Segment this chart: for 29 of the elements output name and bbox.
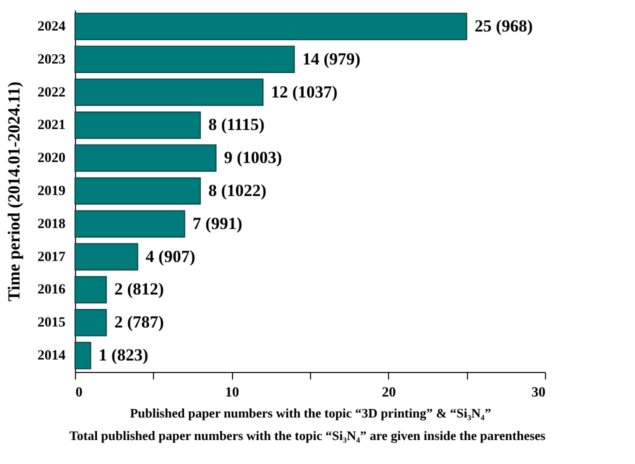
y-tick-label: 2023 xyxy=(38,52,66,68)
data-label: 4 (907) xyxy=(146,246,196,266)
y-tick-label: 2021 xyxy=(38,118,66,134)
x-tick-label: 0 xyxy=(76,386,82,400)
data-label: 2 (787) xyxy=(114,312,164,332)
data-label: 2 (812) xyxy=(114,280,164,299)
x-tick-label: 10 xyxy=(225,386,240,400)
x-axis-title: Published paper numbers with the topic “3D printing” & “Si₃N₄” xyxy=(130,406,492,420)
y-tick-label: 2014 xyxy=(38,348,66,364)
data-label: 8 (1115) xyxy=(208,115,265,134)
x-tick-label: 30 xyxy=(532,386,546,400)
data-label: 9 (1003) xyxy=(224,148,282,168)
y-tick-label: 2016 xyxy=(38,282,66,298)
y-tick-label: 2017 xyxy=(38,250,66,265)
data-label: 1 (823) xyxy=(98,346,148,365)
data-label: 12 (1037) xyxy=(271,82,338,102)
y-tick-label: 2022 xyxy=(38,85,66,100)
y-tick-label: 2024 xyxy=(38,19,66,34)
text: Total published paper numbers with the topic “Si₃N₄” are given inside the parentheses xyxy=(69,428,546,443)
y-tick-label: 2019 xyxy=(38,184,66,199)
x-tick-label: 20 xyxy=(382,386,396,400)
data-label: 25 (968) xyxy=(474,16,533,36)
data-label: 14 (979) xyxy=(302,49,360,68)
data-label: 7 (991) xyxy=(192,214,242,233)
y-tick-label: 2018 xyxy=(38,216,66,232)
y-tick-label: 2020 xyxy=(38,151,66,166)
y-tick-label: 2015 xyxy=(38,316,66,331)
data-label: 8 (1022) xyxy=(208,181,266,200)
y-axis-title: Time period (2014.01-2024.11) xyxy=(4,82,24,302)
